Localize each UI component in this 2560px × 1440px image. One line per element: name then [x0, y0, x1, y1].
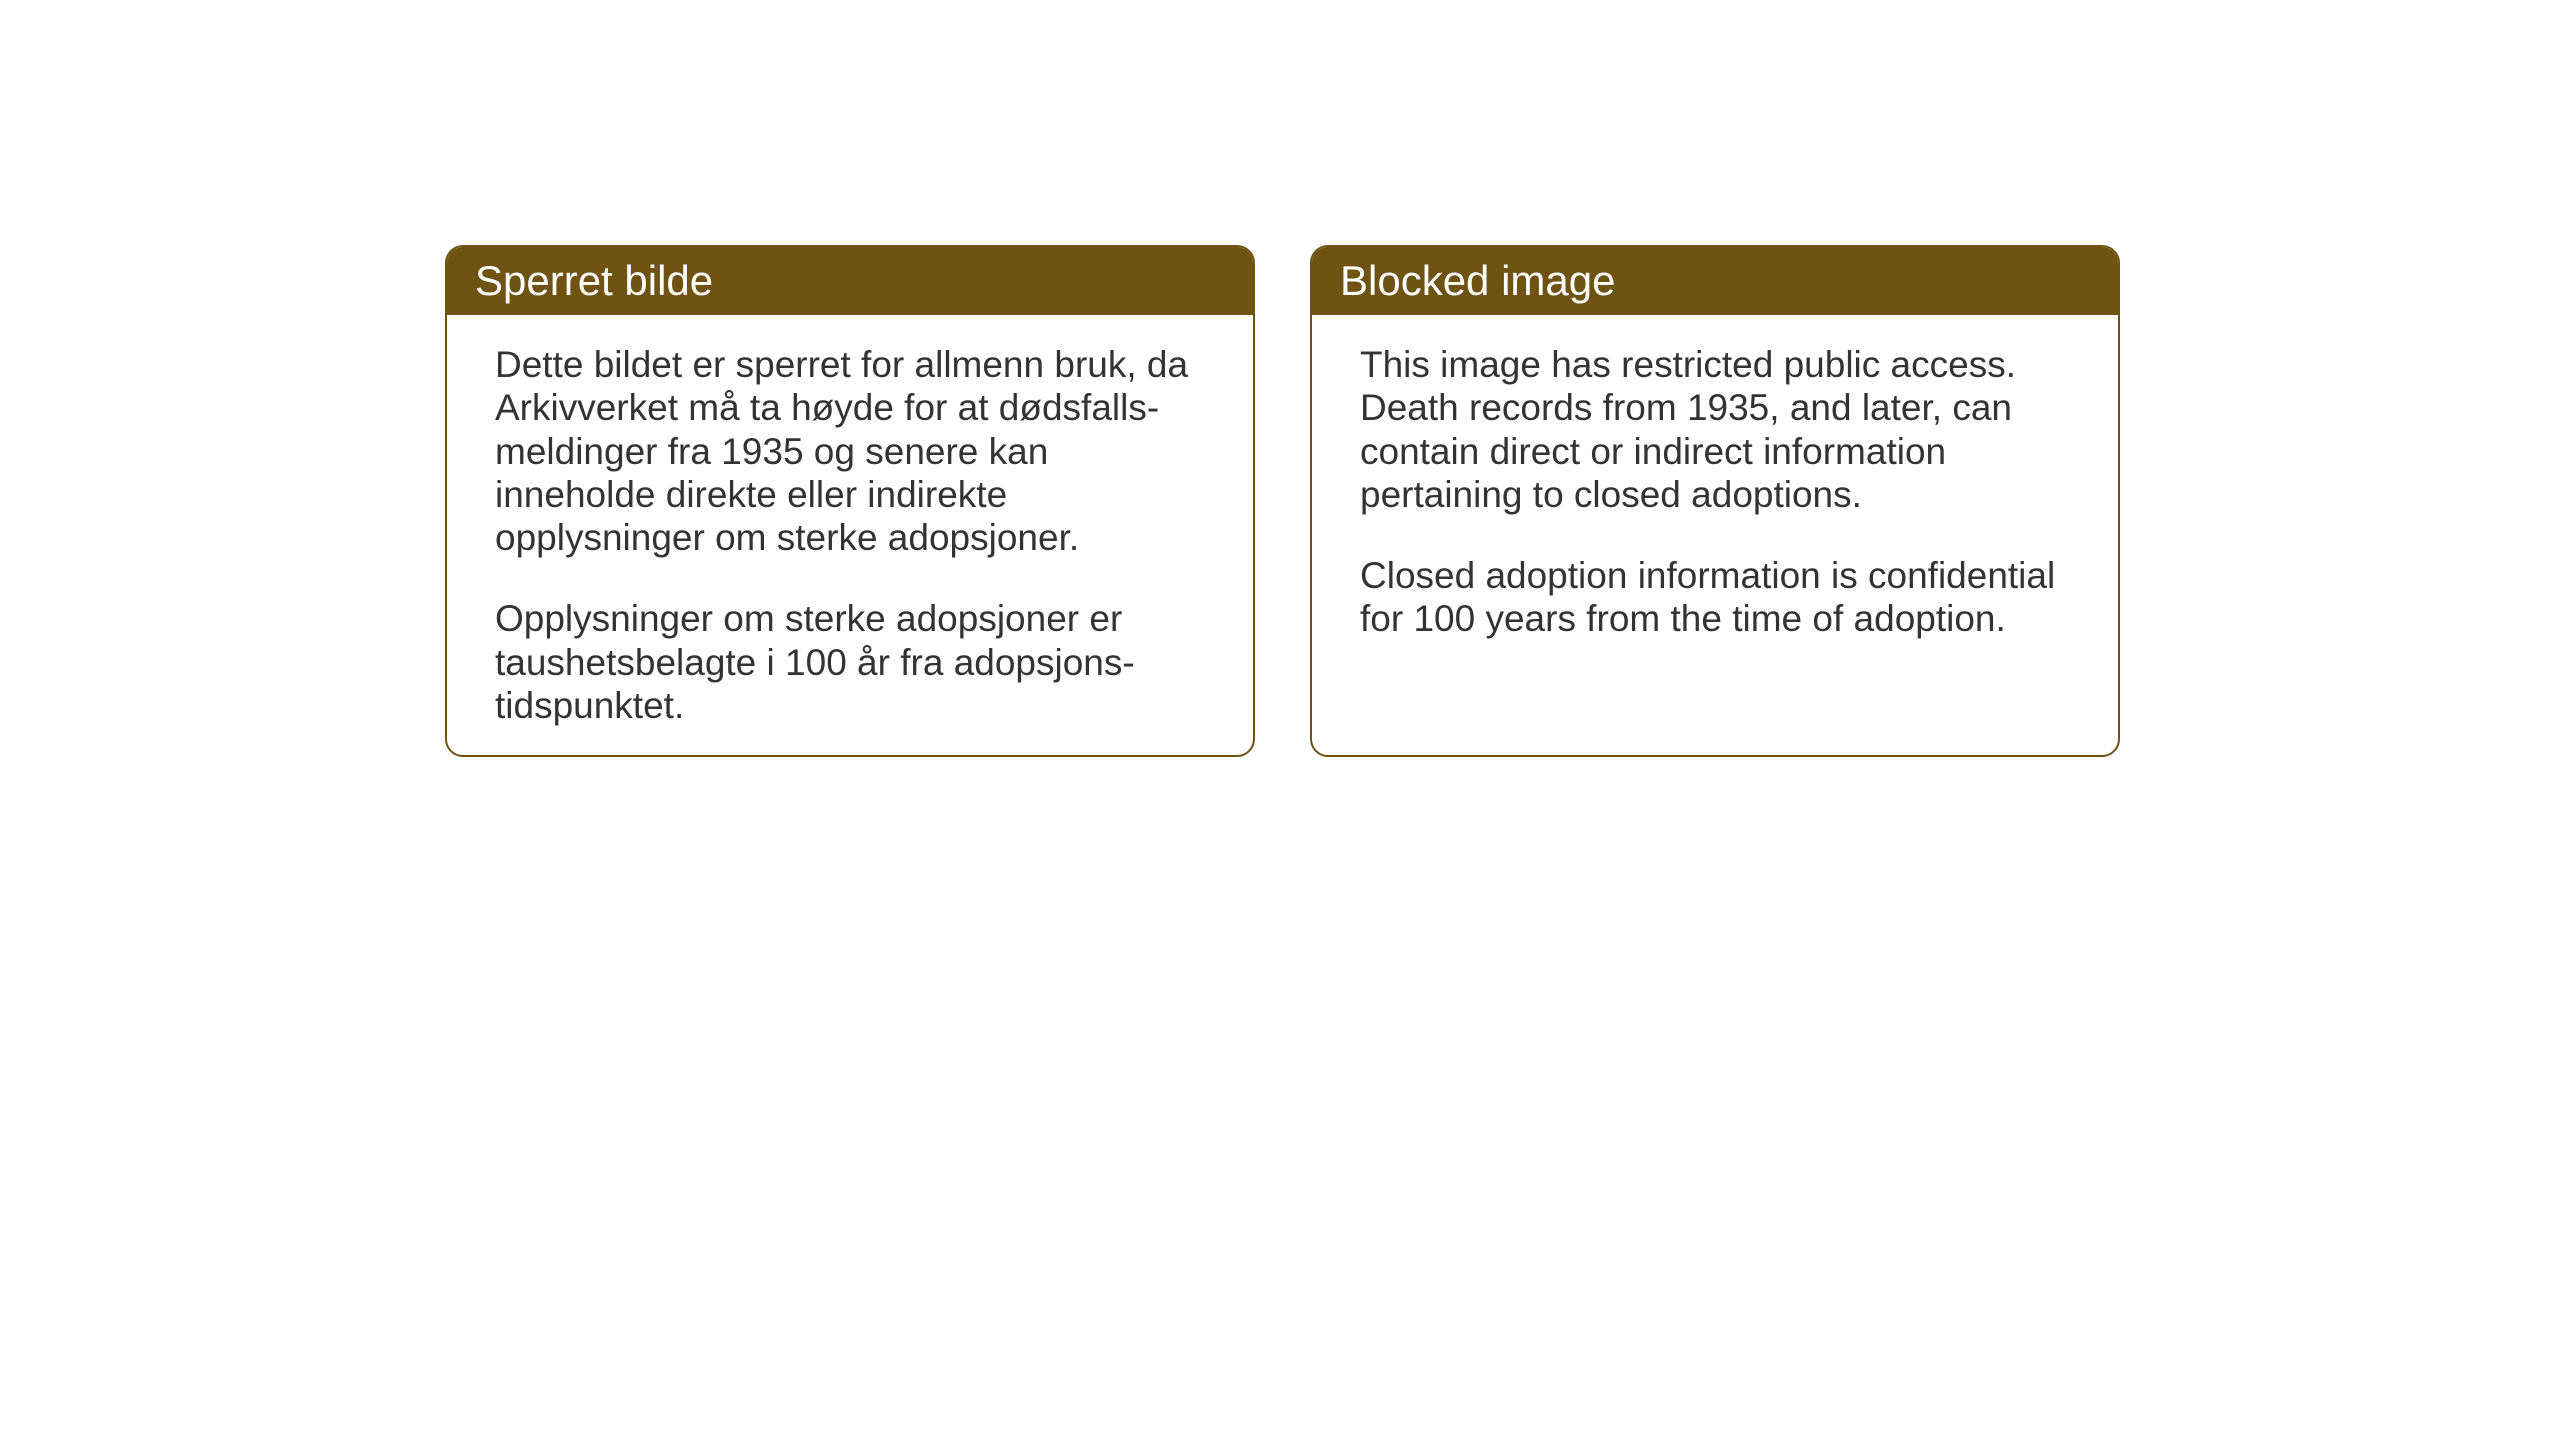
english-card: Blocked image This image has restricted …: [1310, 245, 2120, 757]
norwegian-header-text: Sperret bilde: [475, 257, 713, 304]
english-paragraph-2: Closed adoption information is confident…: [1360, 554, 2070, 641]
norwegian-card-body: Dette bildet er sperret for allmenn bruk…: [447, 315, 1253, 757]
cards-container: Sperret bilde Dette bildet er sperret fo…: [445, 245, 2120, 757]
english-card-body: This image has restricted public access.…: [1312, 315, 2118, 681]
norwegian-paragraph-2: Opplysninger om sterke adopsjoner er tau…: [495, 597, 1205, 727]
english-card-header: Blocked image: [1312, 247, 2118, 315]
english-header-text: Blocked image: [1340, 257, 1615, 304]
norwegian-paragraph-1: Dette bildet er sperret for allmenn bruk…: [495, 343, 1205, 559]
norwegian-card: Sperret bilde Dette bildet er sperret fo…: [445, 245, 1255, 757]
norwegian-card-header: Sperret bilde: [447, 247, 1253, 315]
english-paragraph-1: This image has restricted public access.…: [1360, 343, 2070, 516]
